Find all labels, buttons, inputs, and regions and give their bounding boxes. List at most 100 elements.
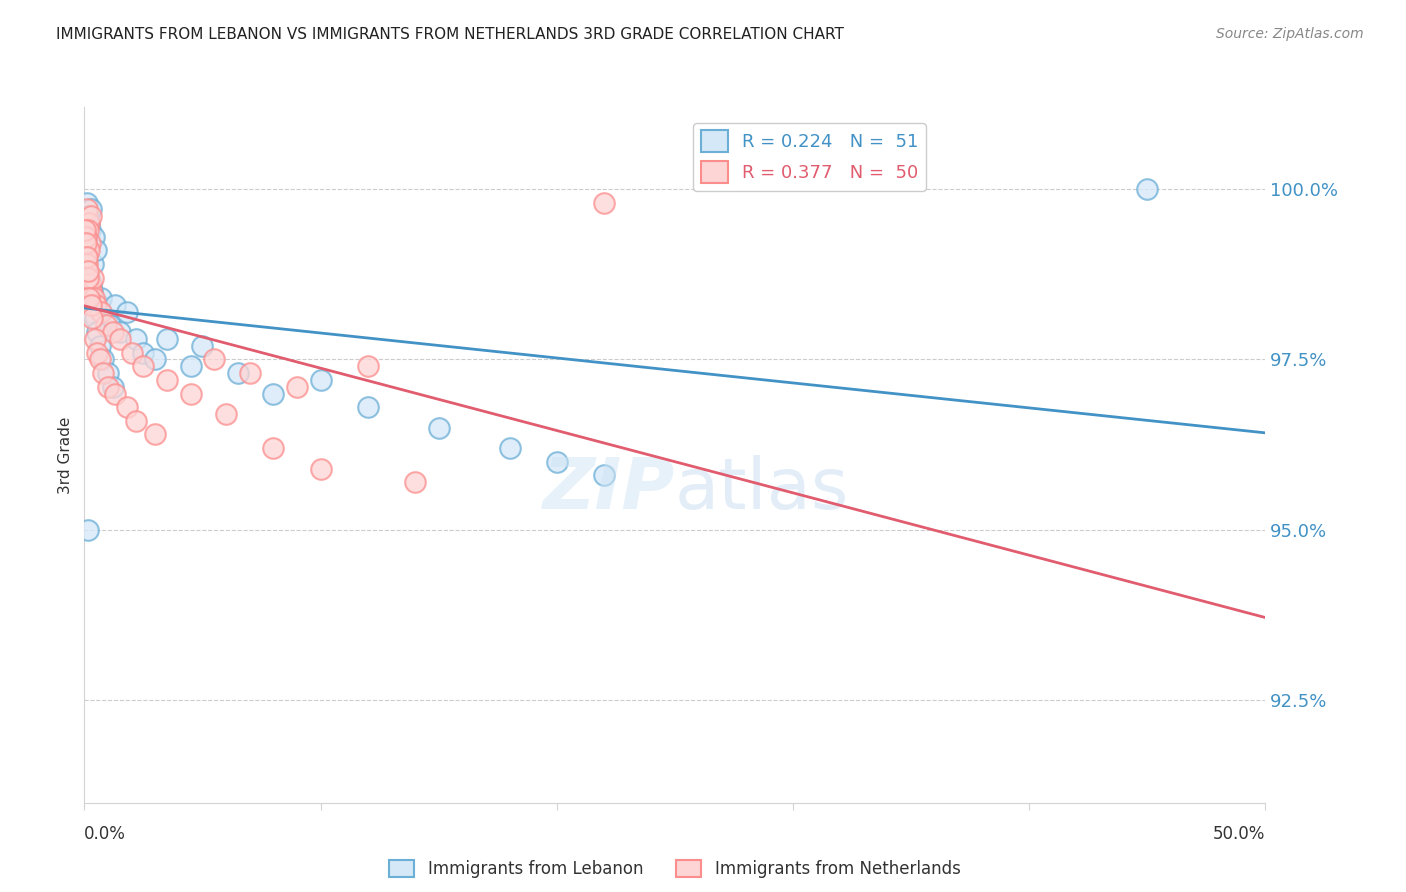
Point <box>90 304 112 318</box>
Point <box>82 311 104 326</box>
Point <box>76 277 98 292</box>
Text: atlas: atlas <box>675 455 849 524</box>
Point <box>132 359 155 374</box>
Point <box>191 339 214 353</box>
Point <box>80 304 103 318</box>
Point <box>76 250 98 264</box>
Point <box>75 250 97 264</box>
Point <box>75 236 97 251</box>
Point <box>101 380 124 394</box>
Text: 50.0%: 50.0% <box>1213 825 1265 843</box>
Point <box>89 352 111 367</box>
Point <box>80 277 103 292</box>
Point <box>143 427 166 442</box>
Point <box>75 229 97 244</box>
Point <box>108 325 131 339</box>
Point <box>404 475 426 490</box>
Point <box>77 244 100 258</box>
Point <box>84 298 107 312</box>
Point <box>76 244 98 258</box>
Point <box>87 298 110 312</box>
Point <box>125 414 148 428</box>
Point <box>309 373 332 387</box>
Y-axis label: 3rd Grade: 3rd Grade <box>58 417 73 493</box>
Point <box>285 380 308 394</box>
Text: Source: ZipAtlas.com: Source: ZipAtlas.com <box>1216 27 1364 41</box>
Point <box>593 468 616 483</box>
Point <box>202 352 225 367</box>
Point <box>79 277 101 292</box>
Point <box>357 400 380 414</box>
Text: IMMIGRANTS FROM LEBANON VS IMMIGRANTS FROM NETHERLANDS 3RD GRADE CORRELATION CHA: IMMIGRANTS FROM LEBANON VS IMMIGRANTS FR… <box>56 27 844 42</box>
Point <box>77 264 100 278</box>
Point <box>357 359 380 374</box>
Point <box>79 223 101 237</box>
Point <box>132 345 155 359</box>
Point <box>76 257 98 271</box>
Point <box>101 325 124 339</box>
Point <box>180 359 202 374</box>
Point <box>80 209 103 223</box>
Point <box>75 229 97 244</box>
Point <box>77 270 100 285</box>
Point <box>546 455 568 469</box>
Point <box>121 345 143 359</box>
Point <box>77 523 100 537</box>
Point <box>90 291 112 305</box>
Point <box>104 298 127 312</box>
Point <box>84 332 107 346</box>
Point <box>593 195 616 210</box>
Point <box>91 352 114 367</box>
Point <box>97 380 120 394</box>
Point <box>80 284 103 298</box>
Point <box>76 264 98 278</box>
Point <box>79 284 101 298</box>
Point <box>77 291 100 305</box>
Point <box>108 332 131 346</box>
Point <box>309 461 332 475</box>
Point <box>1136 182 1159 196</box>
Point <box>77 223 100 237</box>
Point <box>262 441 284 455</box>
Point <box>91 366 114 380</box>
Point <box>180 386 202 401</box>
Text: ZIP: ZIP <box>543 455 675 524</box>
Point <box>104 386 127 401</box>
Point <box>94 318 117 333</box>
Point <box>82 257 104 271</box>
Point <box>239 366 262 380</box>
Point <box>226 366 249 380</box>
Point <box>83 229 105 244</box>
Point <box>77 216 100 230</box>
Point <box>79 291 101 305</box>
Point <box>156 332 179 346</box>
Point <box>427 420 450 434</box>
Point <box>215 407 238 421</box>
Point <box>94 311 117 326</box>
Point <box>84 311 107 326</box>
Point <box>77 216 100 230</box>
Point <box>76 202 98 217</box>
Point <box>82 284 104 298</box>
Point <box>75 250 97 264</box>
Point <box>97 366 120 380</box>
Point <box>76 195 98 210</box>
Point <box>83 291 105 305</box>
Point <box>86 325 108 339</box>
Point <box>77 209 100 223</box>
Point <box>262 386 284 401</box>
Point <box>86 345 108 359</box>
Point <box>75 264 97 278</box>
Point <box>498 441 520 455</box>
Point <box>143 352 166 367</box>
Point <box>79 298 101 312</box>
Point <box>80 202 103 217</box>
Point <box>80 298 103 312</box>
Point <box>156 373 179 387</box>
Point <box>76 257 98 271</box>
Point <box>75 236 97 251</box>
Text: 0.0%: 0.0% <box>84 825 127 843</box>
Point <box>77 270 100 285</box>
Point <box>84 244 107 258</box>
Point <box>75 223 97 237</box>
